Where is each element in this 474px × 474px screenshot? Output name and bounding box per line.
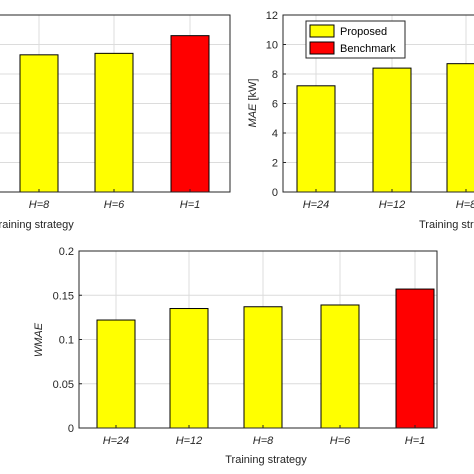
bar-h-8 bbox=[243, 306, 283, 429]
legend-label-proposed: Proposed bbox=[340, 26, 387, 38]
x-tick-label: H=12 bbox=[176, 435, 203, 447]
legend-swatch-benchmark bbox=[309, 41, 335, 55]
panel-bottom: H=24 H=12 H=8 H=6 H=1 0 0.05 0.1 0.15 0.2 WMAE Tr… bbox=[33, 246, 438, 466]
x-tick-label: H=1 bbox=[405, 435, 426, 447]
bar-h-12 bbox=[372, 67, 412, 193]
y-axis-label: WMAE bbox=[33, 322, 45, 357]
bar-h-8 bbox=[446, 63, 474, 193]
y-tick-label: 0 bbox=[272, 187, 278, 199]
y-tick-label: 2 bbox=[272, 158, 278, 170]
bar-h-24 bbox=[96, 319, 136, 429]
bar-h-1 bbox=[170, 35, 210, 193]
y-axis-label: MAE [kW] bbox=[247, 79, 259, 128]
x-tick-label: H=1 bbox=[180, 199, 201, 211]
y-tick-label: 0.1 bbox=[59, 335, 74, 347]
axes-box bbox=[0, 14, 231, 193]
x-tick-label: H=6 bbox=[330, 435, 351, 447]
y-tick-label: 0.15 bbox=[53, 290, 74, 302]
y-tick-label: 4 bbox=[272, 128, 278, 140]
x-tick-label: H=24 bbox=[103, 435, 130, 447]
bar-h-24 bbox=[296, 85, 336, 193]
panel-top-left: H=8 H=6 H=1 Training strategy bbox=[0, 14, 231, 231]
panel-top-right: H=24 H=12 H=8 0 2 4 6 8 10 12 MAE [kW] Training s… bbox=[247, 10, 474, 231]
x-tick-label: H=24 bbox=[303, 199, 330, 211]
x-tick-label: H=8 bbox=[29, 199, 50, 211]
y-tick-label: 0 bbox=[68, 423, 74, 435]
legend-label-benchmark: Benchmark bbox=[340, 43, 396, 55]
bar-h-1 bbox=[395, 288, 435, 429]
y-tick-label: 8 bbox=[272, 69, 278, 81]
bar-h-6 bbox=[94, 52, 134, 193]
x-tick-label: H=12 bbox=[379, 199, 406, 211]
y-tick-label: 12 bbox=[266, 10, 278, 22]
x-tick-label: H=8 bbox=[253, 435, 274, 447]
legend: Proposed Benchmark bbox=[305, 20, 406, 59]
bar-h-12 bbox=[169, 308, 209, 429]
bar-h-8 bbox=[19, 54, 59, 193]
y-tick-label: 0.2 bbox=[59, 246, 74, 258]
x-axis-label: Training strategy bbox=[225, 454, 307, 466]
x-axis-label: Training strategy bbox=[419, 219, 474, 231]
x-tick-label: H=6 bbox=[104, 199, 125, 211]
x-tick-label: H=8 bbox=[456, 199, 474, 211]
y-tick-label: 6 bbox=[272, 99, 278, 111]
bar-h-6 bbox=[320, 304, 360, 429]
y-tick-label: 10 bbox=[266, 40, 278, 52]
x-axis-label: Training strategy bbox=[0, 219, 74, 231]
legend-swatch-proposed bbox=[309, 24, 335, 38]
y-tick-label: 0.05 bbox=[53, 379, 74, 391]
